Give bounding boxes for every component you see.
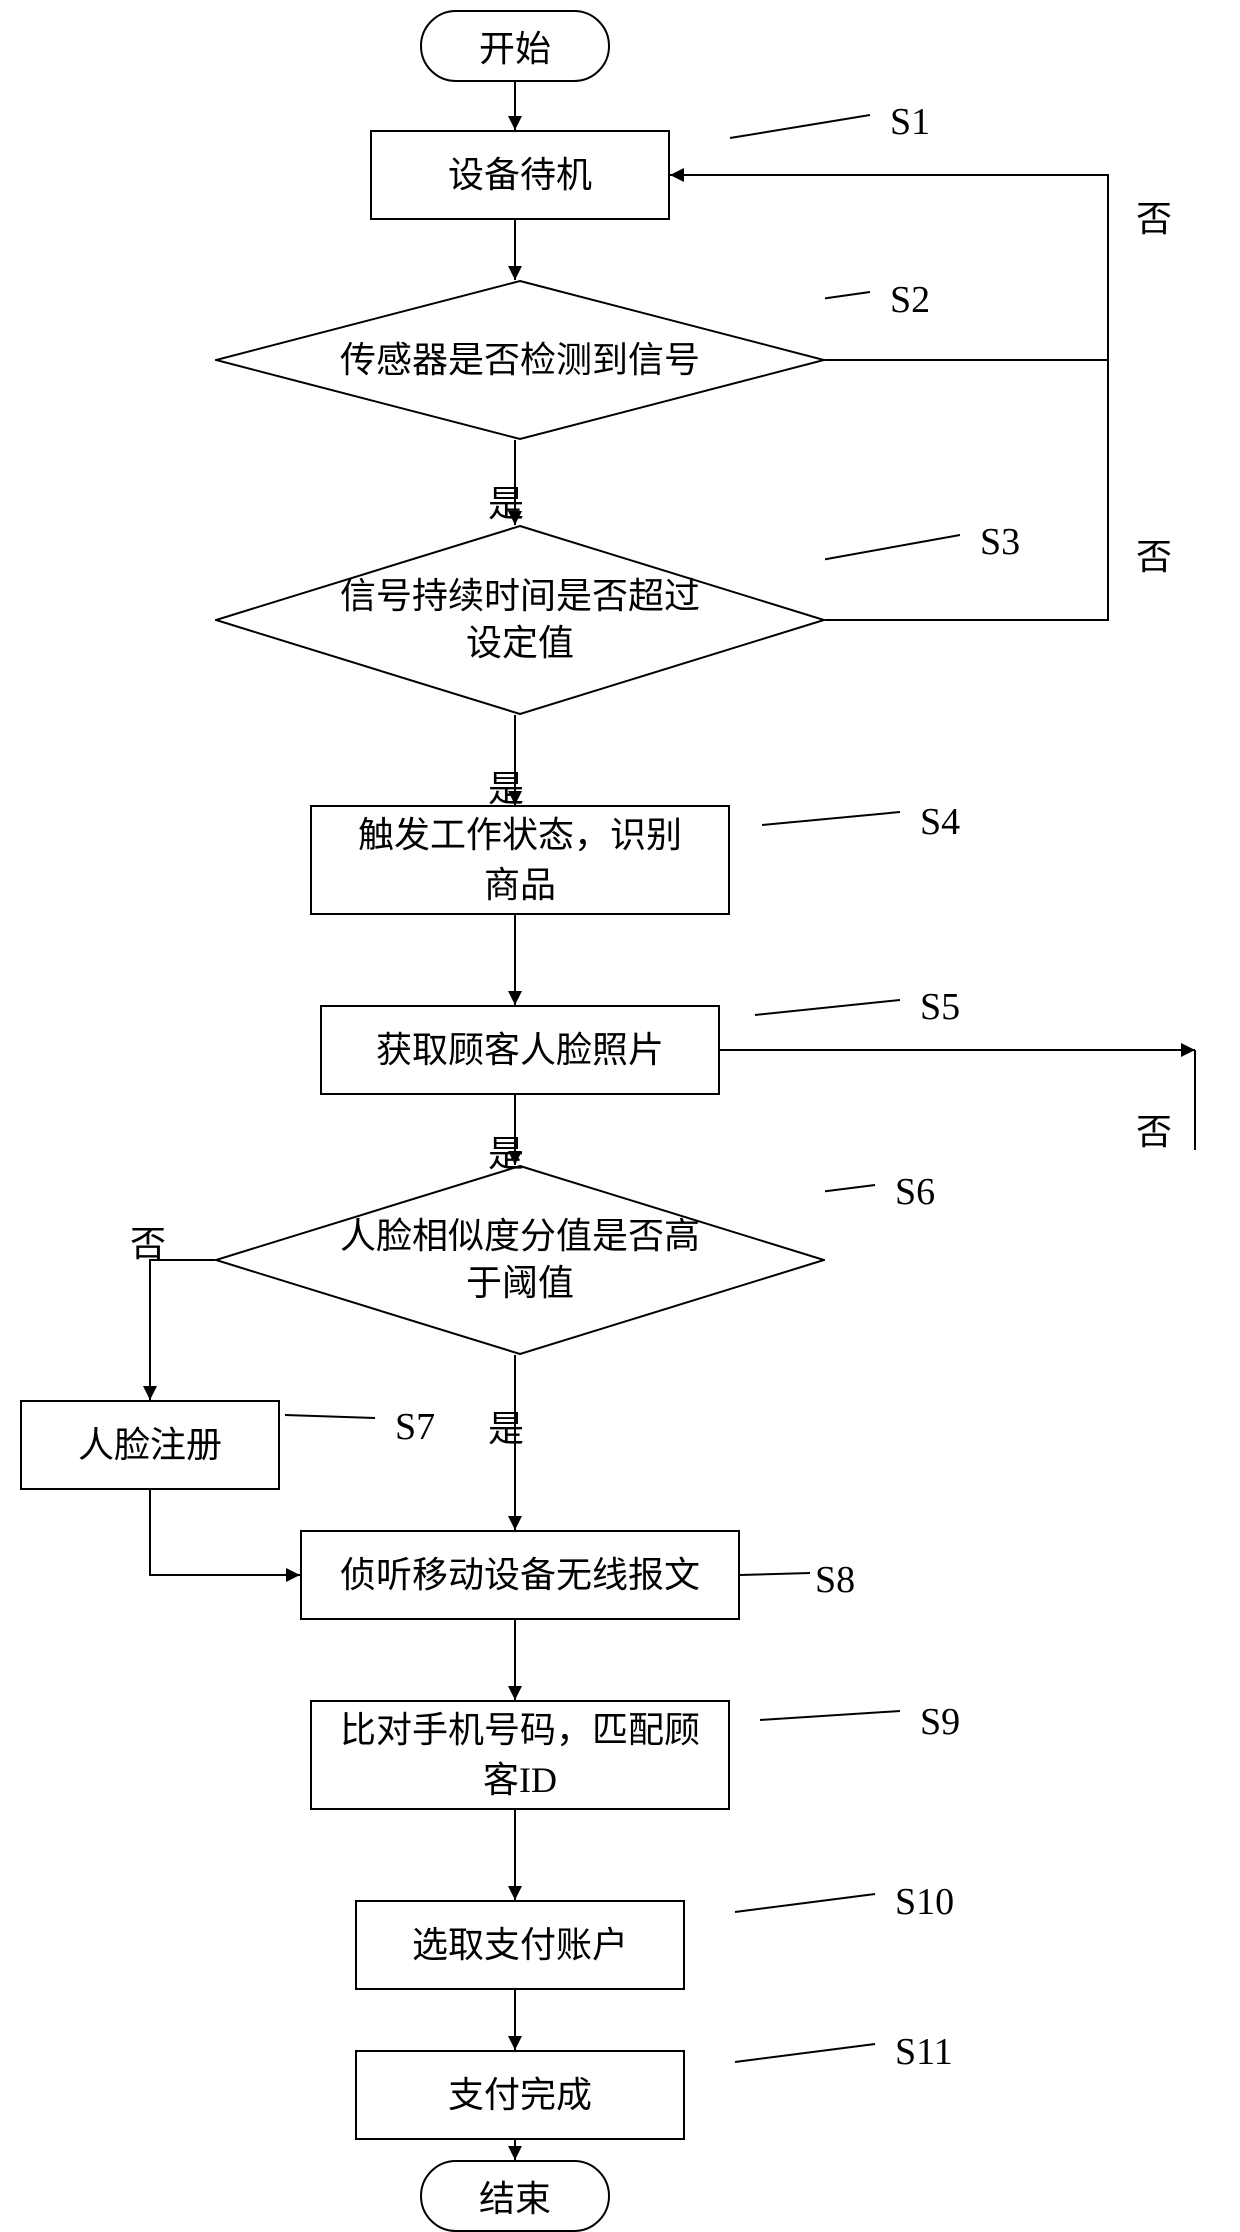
step-label-s3: S3 [980, 520, 1020, 564]
s11-text: 支付完成 [448, 2070, 592, 2120]
yn-label-s2_no-text: 否 [1136, 199, 1172, 239]
step-label-s2-text: S2 [890, 279, 930, 321]
s1-process: 设备待机 [370, 130, 670, 220]
s6-text: 人脸相似度分值是否高 于阈值 [340, 1213, 700, 1307]
yn-label-s2_no: 否 [1136, 190, 1172, 242]
step-label-s9-text: S9 [920, 1701, 960, 1743]
s10-text: 选取支付账户 [412, 1920, 628, 1970]
step-label-s10-text: S10 [895, 1881, 954, 1923]
s11-process: 支付完成 [355, 2050, 685, 2140]
step-label-s1-text: S1 [890, 101, 930, 143]
step-label-s10: S10 [895, 1880, 954, 1924]
end-text: 结束 [479, 2170, 551, 2222]
yn-label-s3_no-text: 否 [1136, 537, 1172, 577]
step-label-s8: S8 [815, 1558, 855, 1602]
step-label-s7-text: S7 [395, 1406, 435, 1448]
yn-label-s3_yes-text: 是 [488, 769, 524, 809]
yn-label-s3_yes: 是 [488, 760, 524, 812]
end-terminator: 结束 [420, 2160, 610, 2232]
step-label-s4-text: S4 [920, 801, 960, 843]
yn-label-s5_yes: 是 [488, 1125, 524, 1177]
s6-decision: 人脸相似度分值是否高 于阈值 [215, 1165, 825, 1355]
yn-label-s6_no: 否 [130, 1215, 166, 1267]
step-label-s11: S11 [895, 2030, 953, 2074]
s3-text: 信号持续时间是否超过 设定值 [340, 573, 700, 667]
step-label-s5-text: S5 [920, 986, 960, 1028]
step-label-s5: S5 [920, 985, 960, 1029]
step-label-s9: S9 [920, 1700, 960, 1744]
yn-label-s3_no: 否 [1136, 528, 1172, 580]
s9-process: 比对手机号码，匹配顾 客ID [310, 1700, 730, 1810]
step-label-s8-text: S8 [815, 1559, 855, 1601]
s4-process: 触发工作状态，识别 商品 [310, 805, 730, 915]
s7-process: 人脸注册 [20, 1400, 280, 1490]
s7-text: 人脸注册 [78, 1420, 222, 1470]
yn-label-s5_no-text: 否 [1136, 1112, 1172, 1152]
s5-text: 获取顾客人脸照片 [376, 1025, 664, 1075]
s4-text: 触发工作状态，识别 商品 [358, 810, 682, 911]
step-label-s3-text: S3 [980, 521, 1020, 563]
yn-label-s2_yes-text: 是 [488, 484, 524, 524]
s1-text: 设备待机 [448, 150, 592, 200]
s10-process: 选取支付账户 [355, 1900, 685, 1990]
s2-text: 传感器是否检测到信号 [340, 337, 700, 384]
s8-text: 侦听移动设备无线报文 [340, 1550, 700, 1600]
step-label-s2: S2 [890, 278, 930, 322]
s3-decision: 信号持续时间是否超过 设定值 [215, 525, 825, 715]
step-label-s6: S6 [895, 1170, 935, 1214]
yn-label-s6_no-text: 否 [130, 1224, 166, 1264]
yn-label-s5_yes-text: 是 [488, 1134, 524, 1174]
s8-process: 侦听移动设备无线报文 [300, 1530, 740, 1620]
s2-decision: 传感器是否检测到信号 [215, 280, 825, 440]
step-label-s11-text: S11 [895, 2031, 953, 2073]
yn-label-s6_yes: 是 [488, 1400, 524, 1452]
s9-text: 比对手机号码，匹配顾 客ID [340, 1705, 700, 1806]
step-label-s1: S1 [890, 100, 930, 144]
step-label-s6-text: S6 [895, 1171, 935, 1213]
start-text: 开始 [479, 20, 551, 72]
step-label-s4: S4 [920, 800, 960, 844]
yn-label-s6_yes-text: 是 [488, 1409, 524, 1449]
step-label-s7: S7 [395, 1405, 435, 1449]
start-terminator: 开始 [420, 10, 610, 82]
s5-process: 获取顾客人脸照片 [320, 1005, 720, 1095]
yn-label-s5_no: 否 [1136, 1103, 1172, 1155]
yn-label-s2_yes: 是 [488, 475, 524, 527]
